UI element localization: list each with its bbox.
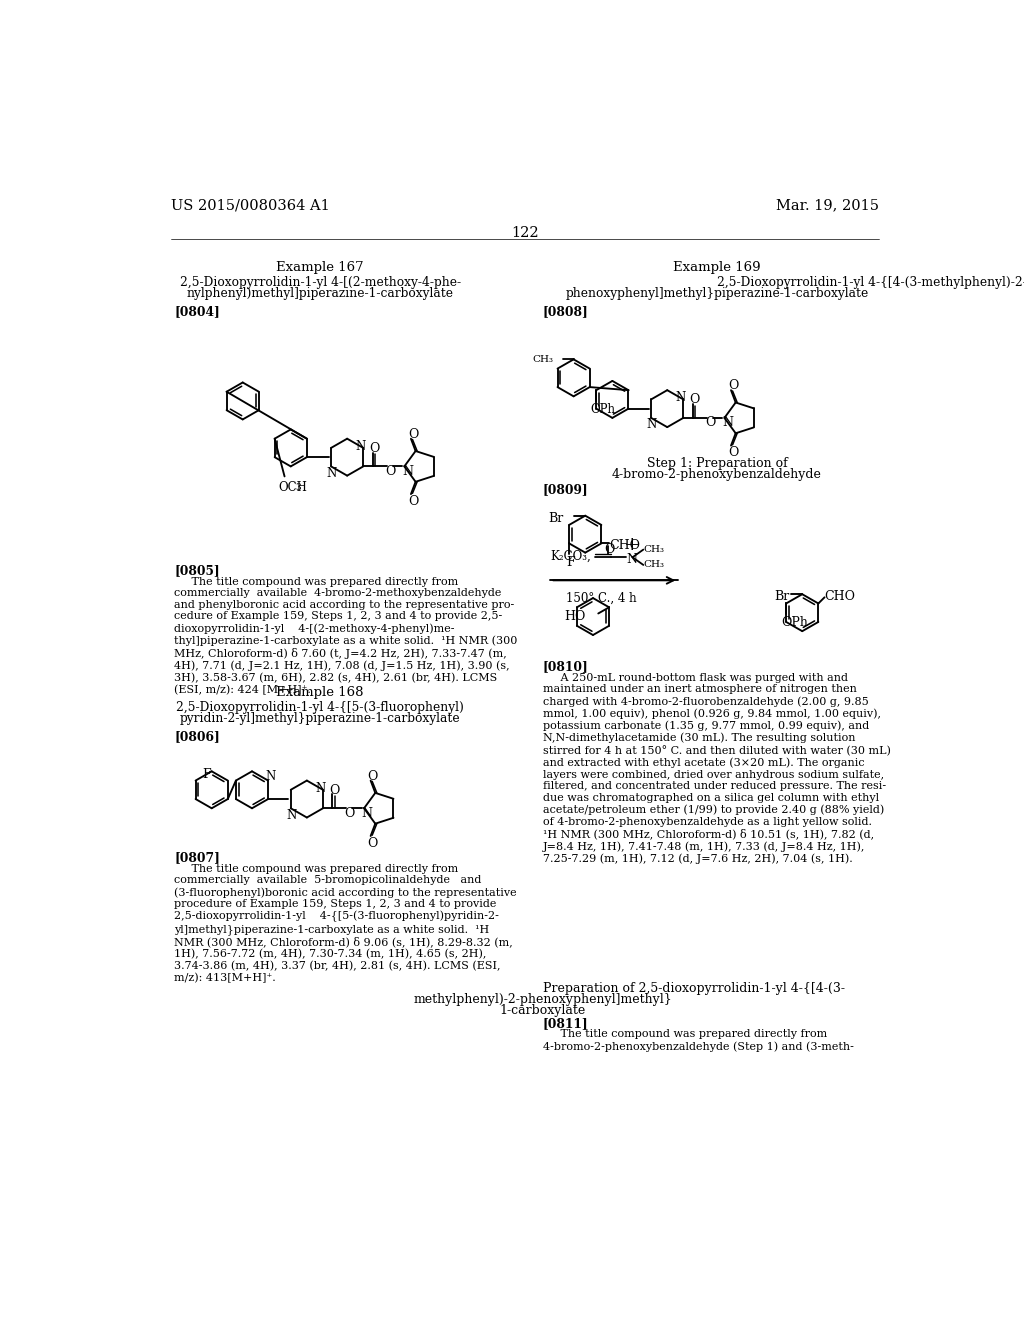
Text: N: N	[627, 553, 637, 566]
Text: O: O	[329, 784, 340, 797]
Text: N: N	[265, 770, 275, 783]
Text: O: O	[689, 393, 700, 407]
Text: N: N	[647, 418, 657, 432]
Text: [0804]: [0804]	[174, 305, 220, 318]
Text: O: O	[385, 465, 395, 478]
Text: O: O	[408, 495, 418, 508]
Text: 150° C., 4 h: 150° C., 4 h	[566, 591, 637, 605]
Text: 2,5-Dioxopyrrolidin-1-yl 4-{[4-(3-methylphenyl)-2-: 2,5-Dioxopyrrolidin-1-yl 4-{[4-(3-methyl…	[717, 276, 1024, 289]
Text: US 2015/0080364 A1: US 2015/0080364 A1	[171, 198, 330, 213]
Text: O: O	[408, 428, 418, 441]
Text: O: O	[345, 807, 355, 820]
Text: The title compound was prepared directly from
4-bromo-2-phenoxybenzaldehyde (Ste: The title compound was prepared directly…	[543, 1030, 853, 1052]
Text: Example 168: Example 168	[276, 686, 364, 698]
Text: CHO: CHO	[824, 590, 856, 603]
Text: nylphenyl)methyl]piperazine-1-carboxylate: nylphenyl)methyl]piperazine-1-carboxylat…	[186, 286, 454, 300]
Text: F: F	[566, 556, 574, 569]
Text: O: O	[728, 446, 738, 459]
Text: N: N	[722, 416, 733, 429]
Text: O: O	[368, 770, 378, 783]
Text: [0811]: [0811]	[543, 1016, 588, 1030]
Text: [0806]: [0806]	[174, 730, 220, 743]
Text: [0810]: [0810]	[543, 660, 589, 673]
Text: [0805]: [0805]	[174, 564, 220, 577]
Text: 1-carboxylate: 1-carboxylate	[500, 1003, 586, 1016]
Text: O: O	[604, 544, 615, 557]
Text: Example 169: Example 169	[673, 261, 761, 273]
Text: O: O	[370, 442, 380, 455]
Text: [0807]: [0807]	[174, 851, 220, 865]
Text: N: N	[676, 391, 686, 404]
Text: O: O	[368, 837, 378, 850]
Text: N: N	[287, 809, 297, 822]
Text: OPh: OPh	[590, 404, 615, 416]
Text: OPh: OPh	[781, 615, 808, 628]
Text: N: N	[361, 807, 373, 820]
Text: CHO: CHO	[609, 539, 640, 552]
Text: K₂CO₃,: K₂CO₃,	[550, 549, 591, 562]
Text: 3: 3	[295, 483, 301, 492]
Text: [0808]: [0808]	[543, 305, 589, 318]
Text: OCH: OCH	[279, 480, 307, 494]
Text: Br: Br	[774, 590, 790, 603]
Text: CH₃: CH₃	[643, 545, 665, 554]
Text: O: O	[728, 379, 738, 392]
Text: 122: 122	[511, 226, 539, 240]
Text: CH₃: CH₃	[643, 561, 665, 569]
Text: Mar. 19, 2015: Mar. 19, 2015	[776, 198, 879, 213]
Text: The title compound was prepared directly from
commercially  available  4-bromo-2: The title compound was prepared directly…	[174, 577, 518, 694]
Text: CH₃: CH₃	[532, 355, 554, 364]
Text: phenoxyphenyl]methyl}piperazine-1-carboxylate: phenoxyphenyl]methyl}piperazine-1-carbox…	[565, 286, 868, 300]
Text: Example 167: Example 167	[276, 261, 364, 273]
Text: N: N	[402, 465, 413, 478]
Text: methylphenyl)-2-phenoxyphenyl]methyl}: methylphenyl)-2-phenoxyphenyl]methyl}	[414, 993, 672, 1006]
Text: The title compound was prepared directly from
commercially  available  5-bromopi: The title compound was prepared directly…	[174, 863, 517, 983]
Text: N: N	[327, 467, 337, 480]
Text: pyridin-2-yl]methyl}piperazine-1-carboxylate: pyridin-2-yl]methyl}piperazine-1-carboxy…	[180, 711, 461, 725]
Text: N: N	[315, 781, 326, 795]
Text: +: +	[624, 536, 640, 553]
Text: 2,5-Dioxopyrrolidin-1-yl 4-{[5-(3-fluorophenyl): 2,5-Dioxopyrrolidin-1-yl 4-{[5-(3-fluoro…	[176, 701, 464, 714]
Text: Step 1: Preparation of: Step 1: Preparation of	[646, 457, 787, 470]
Text: HO: HO	[564, 610, 586, 623]
Text: 2,5-Dioxopyrrolidin-1-yl 4-[(2-methoxy-4-phe-: 2,5-Dioxopyrrolidin-1-yl 4-[(2-methoxy-4…	[179, 276, 461, 289]
Text: O: O	[706, 416, 716, 429]
Text: A 250-mL round-bottom flask was purged with and
maintained under an inert atmosp: A 250-mL round-bottom flask was purged w…	[543, 673, 891, 863]
Text: N: N	[355, 440, 366, 453]
Text: Br: Br	[548, 512, 563, 525]
Text: [0809]: [0809]	[543, 483, 588, 496]
Text: 4-bromo-2-phenoxybenzaldehyde: 4-bromo-2-phenoxybenzaldehyde	[612, 469, 822, 480]
Text: Preparation of 2,5-dioxopyrrolidin-1-yl 4-{[4-(3-: Preparation of 2,5-dioxopyrrolidin-1-yl …	[543, 982, 845, 995]
Text: F: F	[203, 768, 211, 781]
